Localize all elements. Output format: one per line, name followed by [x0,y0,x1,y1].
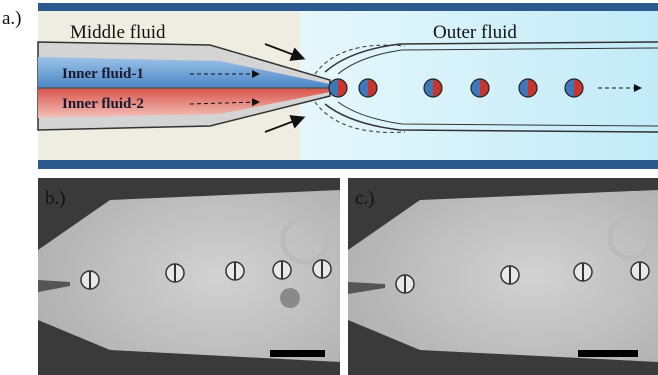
droplet [329,79,347,97]
scale-bar [270,350,325,357]
bottom-bar [38,160,658,169]
panel-c: c.) [348,178,658,375]
label: Inner fluid-1 [62,66,144,82]
droplet [631,262,649,280]
droplet [471,79,489,97]
label: Inner fluid-2 [62,96,144,112]
label: Middle fluid [70,22,166,43]
droplet [501,266,519,284]
scale-bar [578,350,638,357]
droplet [81,271,99,289]
droplet [273,261,291,279]
droplet [166,264,184,282]
label: Outer fluid [433,22,517,43]
droplet [424,79,442,97]
droplet [574,263,592,281]
droplet [313,260,331,278]
figure: a.) Middle fluid Outer fluid Inner fluid… [0,0,658,375]
page: a.) Middle fluid Outer fluid Inner fluid… [0,0,658,375]
panel-a: a.) Middle fluid Outer fluid Inner fluid… [2,3,658,169]
droplet [396,275,414,293]
top-bar [38,3,658,11]
droplet [359,79,377,97]
panel-label: a.) [2,8,22,29]
droplet [565,79,583,97]
panel-label: c.) [355,188,375,209]
panel-label: b.) [45,188,66,209]
droplet [519,79,537,97]
panel-b: b.) [38,178,340,375]
artifact [280,288,300,308]
droplet [226,262,244,280]
